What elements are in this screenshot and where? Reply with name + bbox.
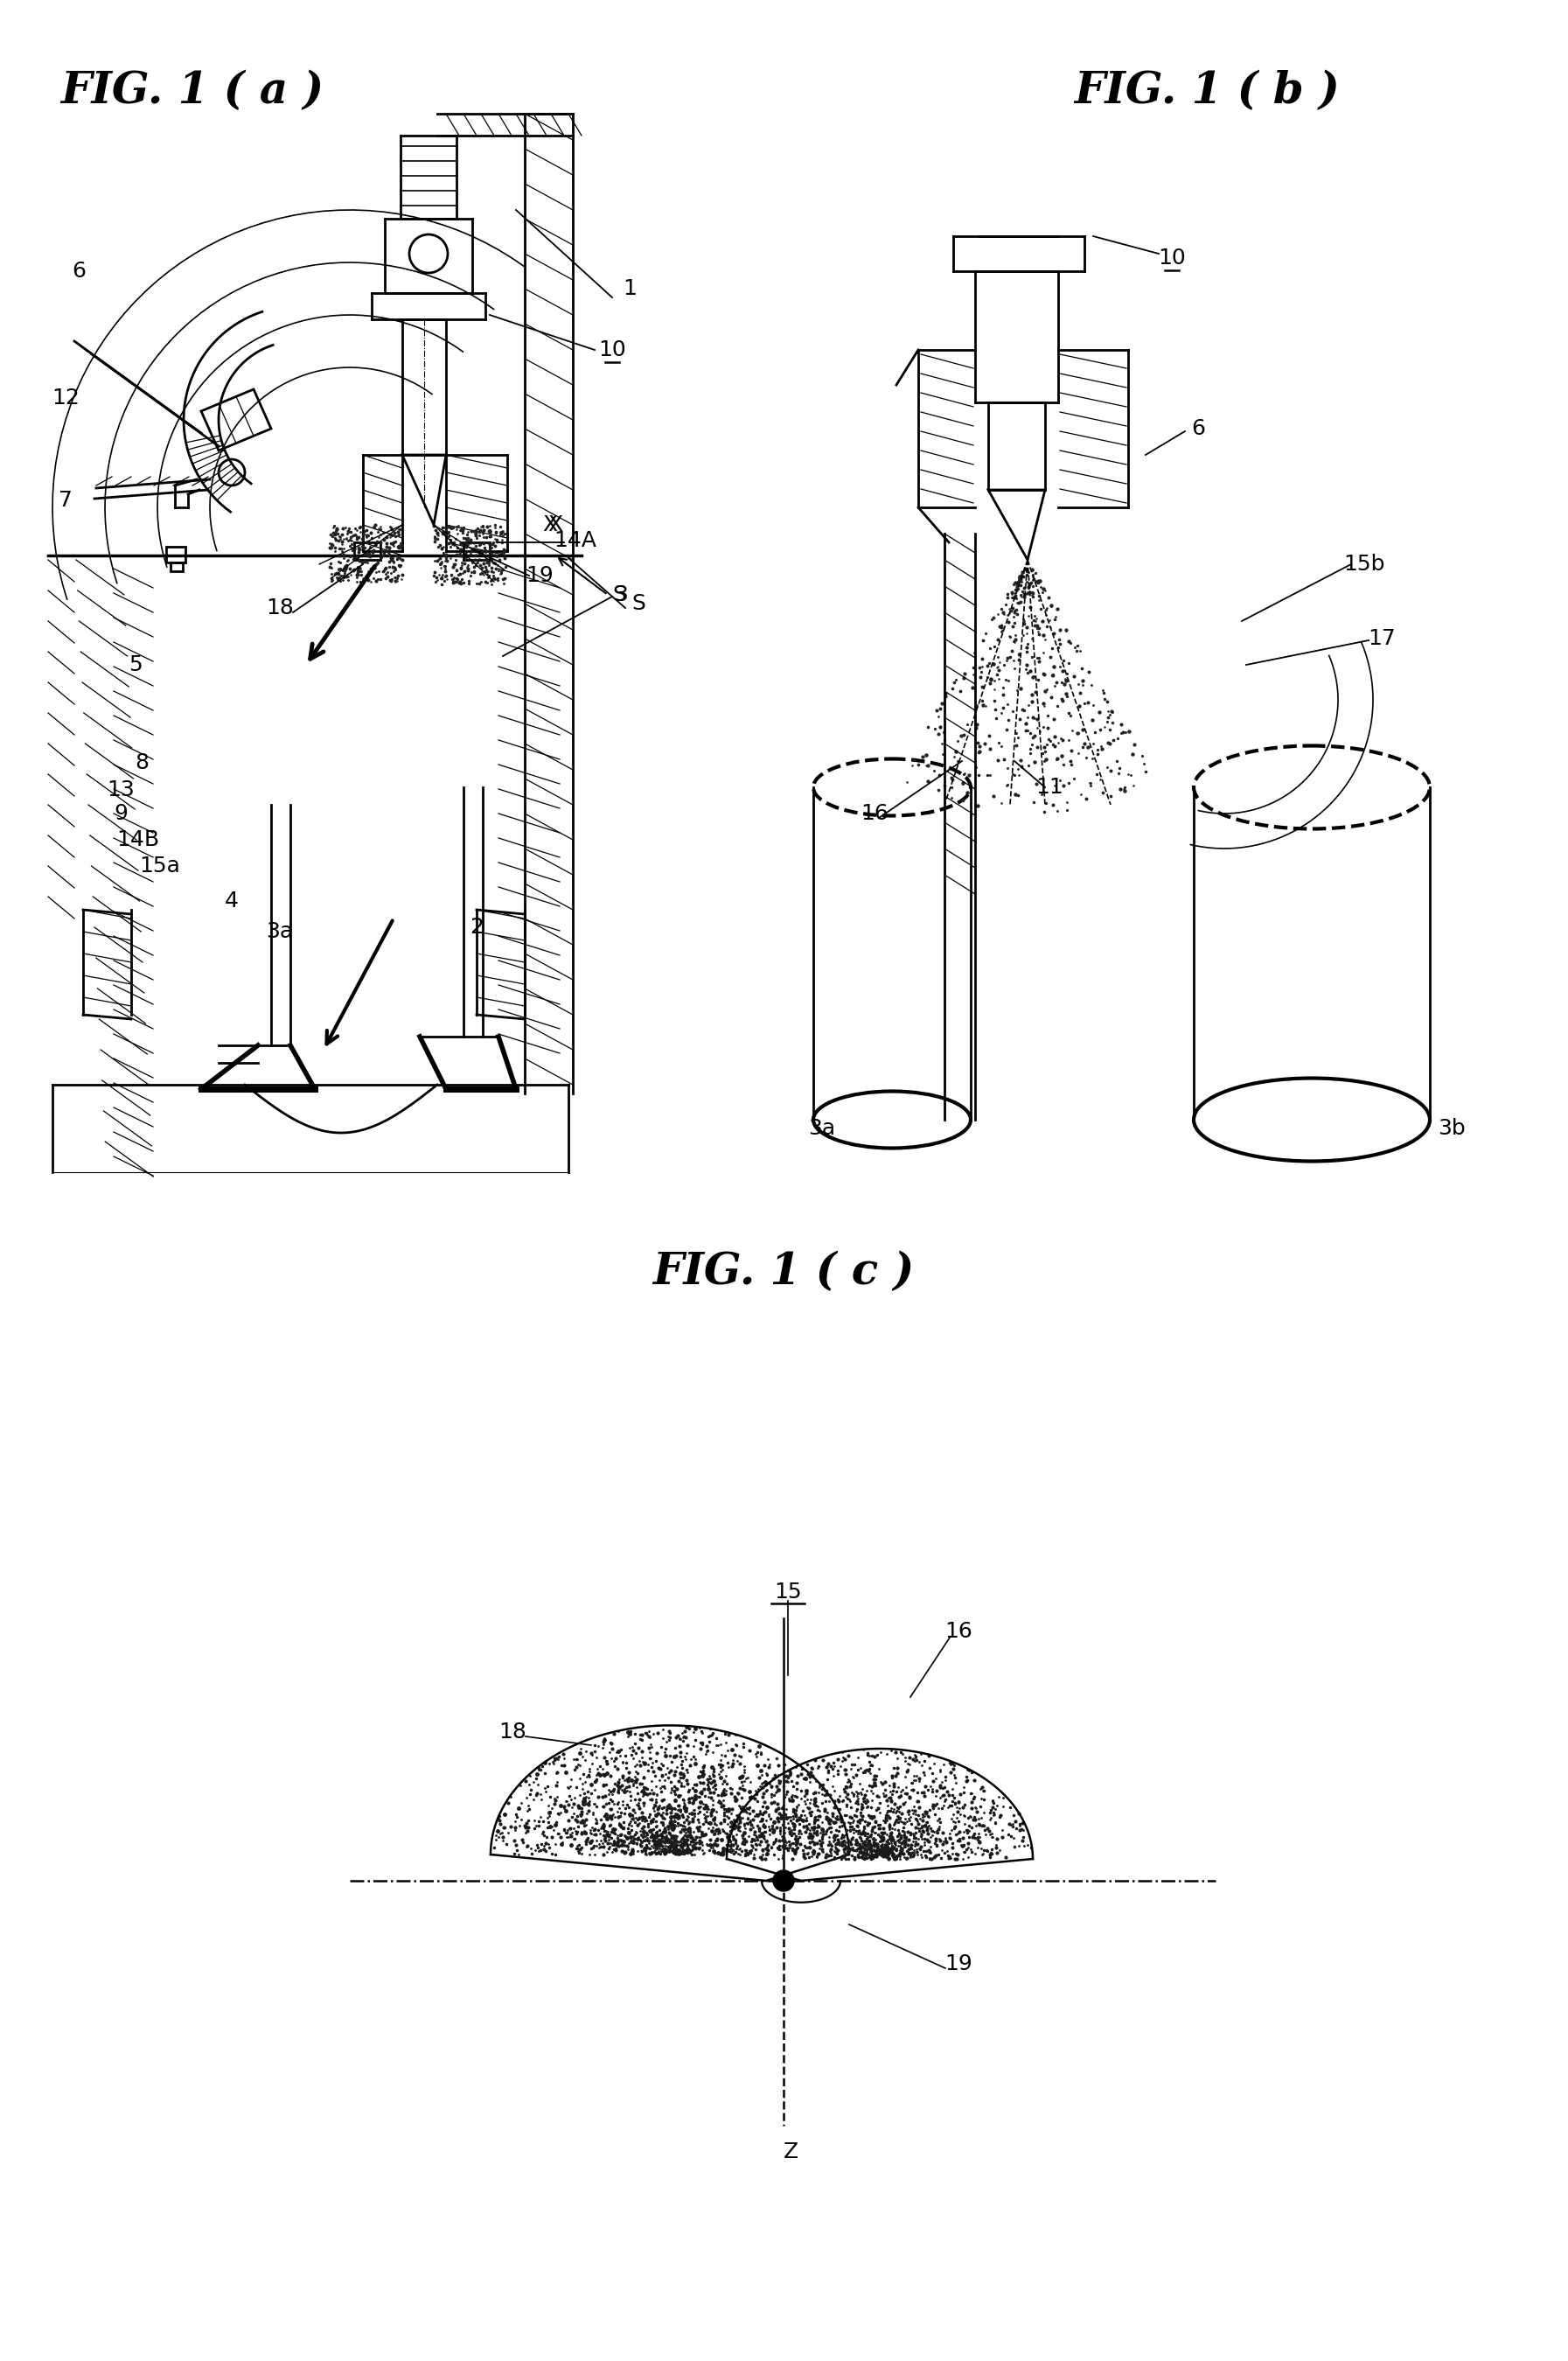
Text: 16: 16	[861, 803, 889, 824]
Text: 6: 6	[72, 260, 86, 281]
Text: 3a: 3a	[267, 921, 293, 942]
Text: 11: 11	[1035, 777, 1063, 798]
Text: 5: 5	[129, 654, 143, 675]
Text: 2: 2	[469, 916, 483, 937]
Text: 19: 19	[525, 564, 554, 586]
Text: X: X	[547, 515, 563, 536]
Text: 15a: 15a	[140, 855, 180, 876]
Text: FIG. 1 ( c ): FIG. 1 ( c )	[652, 1251, 914, 1294]
Text: 10: 10	[1157, 248, 1185, 269]
Circle shape	[218, 460, 245, 486]
Text: S: S	[612, 583, 626, 604]
Text: 12: 12	[52, 387, 80, 408]
Text: 1: 1	[622, 279, 637, 300]
Text: 9: 9	[114, 803, 127, 824]
Text: 17: 17	[1367, 628, 1396, 649]
Text: 15b: 15b	[1344, 555, 1385, 574]
Text: 15: 15	[775, 1582, 801, 1603]
Text: 14B: 14B	[116, 829, 160, 850]
Text: 4: 4	[224, 890, 238, 911]
Text: 3b: 3b	[1438, 1119, 1466, 1138]
Text: 14A: 14A	[554, 531, 597, 550]
Text: S: S	[632, 593, 646, 614]
Circle shape	[773, 1870, 793, 1891]
Text: FIG. 1 ( a ): FIG. 1 ( a )	[61, 71, 325, 113]
Text: 3a: 3a	[809, 1119, 836, 1138]
Text: 8: 8	[135, 753, 149, 774]
Text: 13: 13	[107, 779, 135, 800]
Text: 10: 10	[599, 340, 626, 361]
Text: X: X	[543, 515, 557, 536]
Text: 18: 18	[267, 597, 293, 619]
Text: 7: 7	[58, 489, 72, 510]
Bar	[171, 562, 183, 571]
Text: 19: 19	[944, 1953, 972, 1974]
Text: 3: 3	[615, 583, 627, 604]
Text: 18: 18	[499, 1721, 527, 1742]
Text: FIG. 1 ( b ): FIG. 1 ( b )	[1074, 71, 1339, 113]
Text: 6: 6	[1192, 418, 1206, 439]
Bar	[166, 548, 185, 562]
Text: Z: Z	[782, 2141, 798, 2163]
Text: 16: 16	[944, 1622, 972, 1641]
